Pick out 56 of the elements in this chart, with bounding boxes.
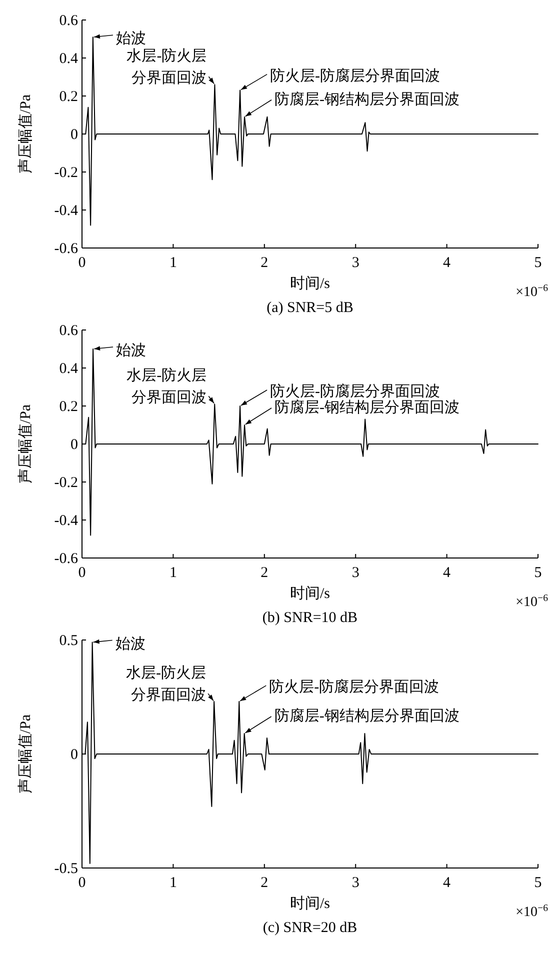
text: ×10$^{−6}$	[516, 282, 548, 300]
x-tick-label: 5	[534, 255, 542, 271]
x-tick-label: 4	[443, 255, 452, 271]
x-tick-label: 1	[169, 875, 177, 891]
x-tick-label: 1	[169, 255, 177, 271]
x-tick-label: 3	[352, 875, 360, 891]
y-axis-title: 声压幅值/Pa	[17, 94, 34, 174]
text: ×10$^{−6}$	[516, 902, 548, 920]
y-tick-label: -0.6	[54, 551, 78, 567]
text: (a) SNR=5 dB	[266, 300, 354, 316]
annotation: 防腐层-钢结构层分界面回波	[274, 707, 460, 724]
annotation: 防火层-防腐层分界面回波	[270, 383, 440, 400]
y-tick-label: -0.5	[54, 861, 78, 877]
x-tick-label: 2	[260, 875, 268, 891]
y-tick-label: 0	[70, 127, 78, 143]
annotation: 防腐层-钢结构层分界面回波	[274, 399, 460, 416]
y-tick-label: 0.2	[59, 399, 78, 415]
y-tick-label: -0.6	[54, 241, 78, 257]
x-tick-label: 4	[443, 565, 452, 581]
annotation: 水层-防火层分界面回波	[126, 48, 207, 87]
y-tick-label: -0.2	[54, 475, 78, 491]
y-tick-label: 0.5	[59, 633, 78, 649]
x-tick-label: 1	[169, 565, 177, 581]
x-tick-label: 2	[260, 565, 268, 581]
annotation: 始波	[115, 635, 146, 652]
x-tick-label: 4	[443, 875, 452, 891]
x-tick-label: 3	[352, 565, 360, 581]
y-tick-label: 0.4	[59, 51, 78, 67]
y-tick-label: -0.4	[54, 203, 78, 219]
y-tick-label: -0.2	[54, 165, 78, 181]
text: (b) SNR=10 dB	[262, 610, 358, 626]
annotation: 水层-防火层分界面回波	[126, 664, 206, 704]
text: (c) SNR=20 dB	[262, 920, 358, 936]
y-tick-label: 0.6	[59, 13, 78, 29]
annotation: 防火层-防腐层分界面回波	[270, 67, 440, 84]
annotation: 水层-防火层分界面回波	[126, 367, 207, 406]
annotation: 始波	[116, 30, 146, 48]
text: ×10$^{−6}$	[516, 592, 548, 610]
x-axis-title: 时间/s	[290, 585, 330, 602]
y-axis-title: 声压幅值/Pa	[17, 714, 34, 794]
x-tick-label: 2	[260, 255, 268, 271]
y-axis-title: 声压幅值/Pa	[17, 404, 34, 484]
y-tick-label: 0.4	[59, 361, 78, 377]
x-axis-title: 时间/s	[290, 275, 330, 292]
x-tick-label: 5	[534, 565, 542, 581]
annotation: 防腐层-钢结构层分界面回波	[274, 90, 460, 108]
x-tick-label: 5	[534, 875, 542, 891]
y-tick-label: 0.2	[59, 89, 78, 105]
x-axis-title: 时间/s	[290, 895, 330, 912]
y-tick-label: -0.4	[54, 513, 78, 529]
y-tick-label: 0	[70, 747, 78, 763]
y-tick-label: 0.6	[59, 323, 78, 339]
x-tick-label: 3	[352, 255, 360, 271]
annotation: 始波	[116, 342, 146, 359]
annotation: 防火层-防腐层分界面回波	[269, 678, 440, 696]
y-tick-label: 0	[70, 437, 78, 453]
